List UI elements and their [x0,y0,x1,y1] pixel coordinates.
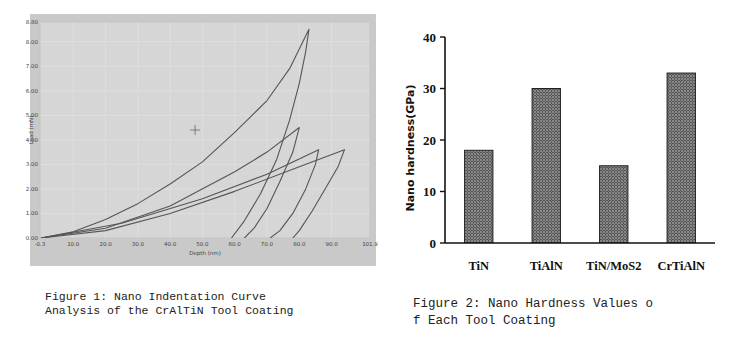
y-tick-label: 20 [423,133,436,148]
bar [465,150,493,243]
y-tick-label: 3.00 [26,161,39,167]
y-axis-label: Load (mN) [28,116,34,145]
caption: Figure 1: Nano Indentation Curve [45,290,266,303]
curve [41,128,299,238]
x-tick-label: 40.0 [164,241,177,247]
bar [600,166,628,243]
bar-group [465,73,696,243]
grid-line [137,22,138,238]
grid-line [370,22,371,238]
x-axis [445,242,715,244]
grid-line [40,41,370,42]
grid-line [40,22,41,238]
cursor [190,125,200,135]
grid-line [40,238,370,239]
y-tick-label: 30 [423,81,436,96]
grid-line [40,213,370,214]
x-tick-label: 60.0 [229,241,242,247]
y-tick [440,242,445,243]
grid-line [40,90,370,91]
x-tick-label: TiN [468,259,489,273]
x-tick-label: -0.3 [35,241,46,247]
x-tick-label: 70.0 [261,241,274,247]
x-tick-label: 80.0 [293,241,306,247]
y-tick [440,88,445,89]
y-tick [440,139,445,140]
grid-line [105,22,106,238]
x-tick-label: TiAlN [530,259,563,273]
x-tick-label: 10.0 [67,241,80,247]
bar [667,73,695,243]
x-tick-label: 30.0 [132,241,145,247]
y-tick-label: 6.00 [26,88,39,94]
y-tick-label: 7.00 [26,63,39,69]
y-tick-label: 8.00 [26,39,39,45]
caption: f Each Tool Coating [413,314,556,328]
x-axis-label: Depth (nm) [189,250,221,257]
grid-line [331,22,332,238]
x-tick-label: 50.0 [196,241,209,247]
series-group [41,29,345,238]
y-axis-label: Nano hardness(GPa) [404,84,417,211]
x-tick-label: 20.0 [99,241,112,247]
y-tick [440,191,445,192]
plot-area [40,22,370,238]
bar [532,89,560,244]
grid-line [40,139,370,140]
canvas: 0.001.002.003.004.005.006.007.008.008.80… [0,0,748,348]
x-tick-label: CrTiAlN [657,259,705,273]
grid-line [266,22,267,238]
x-tick-label: 101.9 [362,241,378,247]
curve [41,150,345,238]
grid-line [40,22,370,23]
grid-line [73,22,74,238]
caption: Analysis of the CrAlTiN Tool Coating [45,304,293,317]
x-tick-label: TiN/MoS2 [586,259,641,273]
y-tick-label: 0 [430,236,437,251]
grid-line [40,188,370,189]
y-tick-label: 1.00 [26,210,39,216]
x-tick-label: 90.0 [325,241,338,247]
y-tick-label: 8.80 [26,19,39,25]
y-tick-label: 2.00 [26,186,39,192]
grid-line [40,66,370,67]
panel [30,14,376,266]
grid-line [202,22,203,238]
y-tick-label: 10 [423,184,436,199]
grid-line [40,164,370,165]
y-tick-label: 40 [423,30,436,45]
grid-line [40,115,370,116]
grid-line [234,22,235,238]
curve [41,150,319,238]
caption: Figure 2: Nano Hardness Values o [413,297,653,311]
y-tick [440,36,445,37]
